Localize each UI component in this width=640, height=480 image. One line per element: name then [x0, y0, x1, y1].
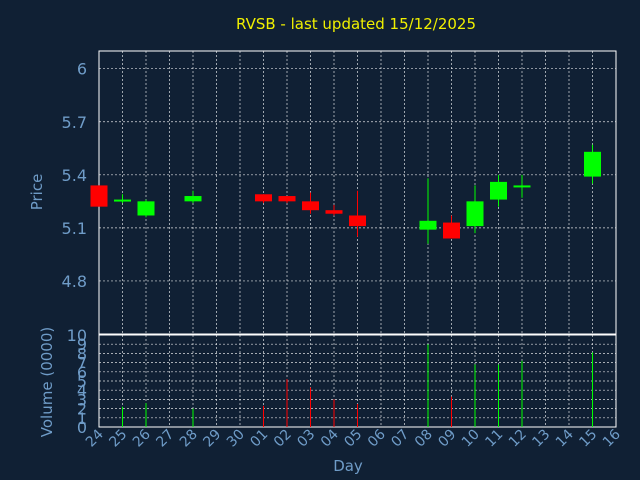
candle-body: [490, 181, 507, 200]
candle-body: [278, 196, 296, 202]
price-tick-label: 5.7: [62, 113, 87, 132]
day-tick-labels: 24 25 26 27 28 29 30 01 02 03 04 05 06 07 08 09 10 11 12 13…: [83, 426, 624, 450]
x-axis-label: Day: [333, 457, 363, 475]
candle-body: [443, 222, 460, 239]
candle-body: [137, 201, 155, 216]
volume-tick-label: 1: [77, 409, 87, 428]
day-tick-label: 11: [482, 427, 506, 451]
day-tick-label: 16: [600, 426, 624, 450]
candle-body: [584, 151, 601, 177]
price-tick-label: 6: [77, 60, 87, 79]
volume-tick-label: 6: [77, 363, 87, 382]
candles: [90, 144, 601, 244]
candle-body: [419, 220, 437, 230]
price-tick-label: 5.4: [62, 166, 87, 185]
volume-axis-label: Volume (0000): [38, 327, 56, 437]
volume-tick-label: 2: [77, 400, 87, 419]
day-tick-label: 05: [341, 427, 365, 451]
price-tick-labels: 6 5.7 5.4 5.1 4.8: [62, 60, 87, 291]
day-tick-label: 15: [576, 427, 600, 451]
day-tick-label: 04: [318, 426, 342, 450]
day-tick-label: 07: [388, 427, 412, 451]
grid-lines: [98, 51, 617, 428]
volume-tick-label: 0: [77, 418, 87, 437]
day-tick-label: 14: [553, 426, 577, 450]
day-tick-label: 25: [106, 427, 130, 451]
day-tick-label: 01: [247, 427, 271, 451]
price-tick-label: 5.1: [62, 219, 87, 238]
chart-title: RVSB - last updated 15/12/2025: [236, 15, 476, 33]
volume-tick-label: 5: [77, 372, 87, 391]
day-tick-label: 29: [200, 427, 224, 451]
day-tick-label: 12: [506, 427, 530, 451]
volume-tick-label: 7: [77, 354, 87, 373]
y-axis-label: Price: [28, 174, 46, 211]
volume-tick-label: 10: [67, 326, 87, 345]
candle-body: [302, 201, 319, 211]
candle-body: [114, 199, 131, 202]
volume-tick-label: 9: [77, 335, 87, 354]
day-tick-label: 28: [177, 427, 201, 451]
volume-tick-label: 3: [77, 390, 87, 409]
volume-bars: [122, 344, 593, 427]
day-tick-label: 13: [529, 427, 553, 451]
candle-body: [325, 210, 343, 214]
candle-body: [184, 196, 202, 202]
day-tick-label: 02: [271, 427, 295, 451]
day-tick-label: 30: [224, 427, 248, 451]
day-tick-label: 09: [435, 427, 459, 451]
candle-body: [255, 194, 272, 202]
volume-tick-label: 8: [77, 344, 87, 363]
day-tick-label: 26: [130, 426, 154, 450]
day-tick-label: 06: [365, 426, 389, 450]
day-tick-label: 08: [412, 427, 436, 451]
candle-body: [90, 185, 108, 207]
day-tick-label: 27: [153, 427, 177, 451]
candle-body: [513, 185, 531, 188]
day-tick-label: 10: [459, 427, 483, 451]
day-tick-label: 03: [294, 427, 318, 451]
volume-tick-label: 4: [77, 381, 87, 400]
price-tick-label: 4.8: [62, 272, 87, 291]
candle-body: [349, 215, 366, 227]
candle-body: [466, 201, 484, 227]
